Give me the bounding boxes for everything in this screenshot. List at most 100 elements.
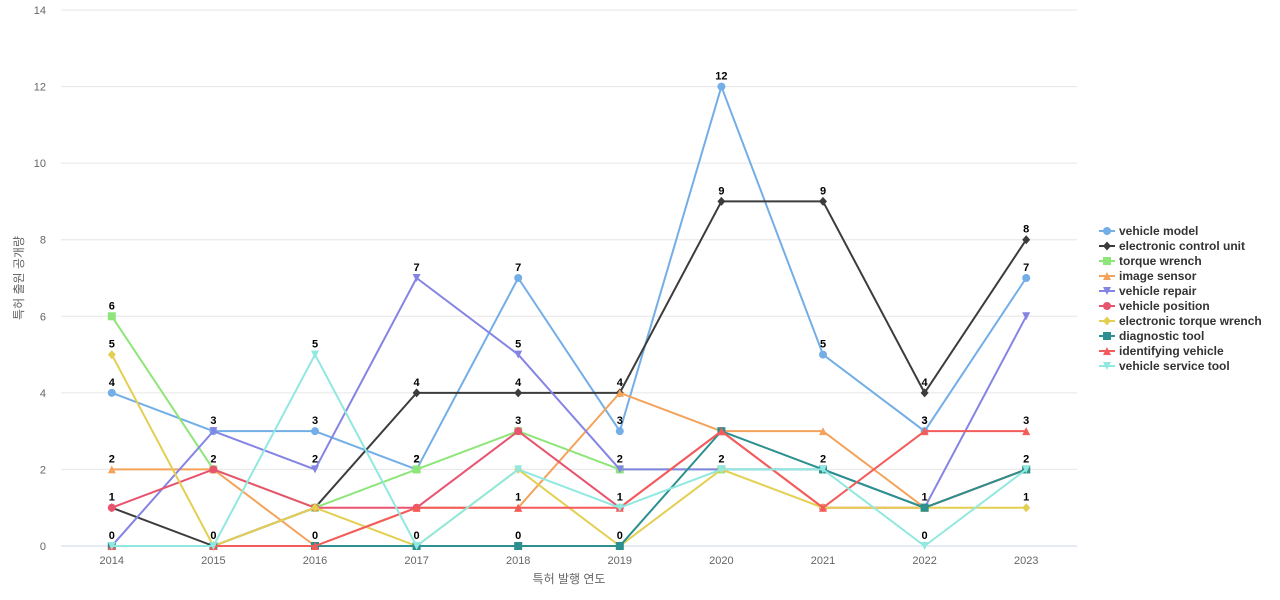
data-point[interactable] — [209, 542, 218, 550]
data-point[interactable] — [615, 542, 624, 550]
legend-label: vehicle position — [1119, 298, 1210, 313]
series-line-vehicle-repair[interactable] — [110, 277, 1028, 547]
legend: vehicle model electronic control unit torq… — [1098, 223, 1262, 373]
data-point[interactable] — [920, 542, 929, 550]
legend-marker[interactable] — [1103, 331, 1111, 340]
data-point[interactable] — [1022, 427, 1031, 436]
data-label: 0 — [312, 530, 318, 542]
legend-marker[interactable] — [1103, 256, 1111, 265]
legend-symbol-icon — [1099, 316, 1115, 325]
data-label: 3 — [312, 415, 318, 427]
data-point[interactable] — [514, 542, 523, 550]
data-point[interactable] — [1022, 503, 1031, 513]
data-point[interactable] — [107, 503, 116, 512]
data-label: 1 — [1023, 492, 1029, 504]
data-label: 2 — [414, 453, 420, 465]
data-point[interactable] — [311, 503, 319, 513]
data-point[interactable] — [311, 465, 319, 474]
x-tick-label: 2023 — [1014, 555, 1038, 567]
data-point[interactable] — [311, 427, 319, 436]
legend-item-torque-wrench[interactable]: torque wrench — [1098, 253, 1262, 268]
data-point[interactable] — [717, 82, 726, 91]
data-point[interactable] — [514, 427, 523, 436]
data-point[interactable] — [1022, 312, 1031, 321]
data-label: 9 — [718, 185, 724, 197]
data-point[interactable] — [412, 503, 421, 512]
data-point[interactable] — [920, 503, 929, 512]
data-point[interactable] — [514, 350, 523, 359]
x-tick-label: 2016 — [303, 555, 327, 567]
legend-marker[interactable] — [1103, 316, 1111, 325]
legend-item-vehicle-model[interactable]: vehicle model — [1098, 223, 1262, 238]
data-point[interactable] — [311, 350, 319, 359]
data-label: 0 — [109, 530, 115, 542]
legend-item-electronic-control-unit[interactable]: electronic control unit — [1098, 238, 1262, 253]
data-point[interactable] — [412, 388, 421, 398]
legend-marker[interactable] — [1103, 271, 1111, 280]
data-point[interactable] — [209, 427, 218, 436]
series-line-vehicle-service-tool[interactable] — [110, 353, 1028, 547]
data-point[interactable] — [615, 388, 624, 397]
data-point[interactable] — [514, 274, 523, 282]
legend-item-electronic-torque-wrench[interactable]: electronic torque wrench — [1098, 313, 1262, 328]
legend-item-vehicle-service-tool[interactable]: vehicle service tool — [1098, 358, 1262, 373]
data-point[interactable] — [717, 465, 726, 474]
data-point[interactable] — [412, 542, 421, 550]
legend-marker[interactable] — [1103, 226, 1111, 235]
data-label: 7 — [1023, 262, 1029, 274]
data-point[interactable] — [311, 542, 319, 550]
legend-marker[interactable] — [1103, 361, 1111, 370]
data-point[interactable] — [819, 196, 827, 206]
data-point[interactable] — [107, 465, 116, 474]
legend-item-vehicle-position[interactable]: vehicle position — [1098, 298, 1262, 313]
data-point[interactable] — [107, 542, 116, 550]
data-point[interactable] — [1022, 465, 1031, 474]
legend-label: identifying vehicle — [1119, 343, 1224, 358]
series-line-identifying-vehicle[interactable] — [110, 430, 1028, 547]
legend-marker[interactable] — [1103, 241, 1111, 250]
data-point[interactable] — [615, 503, 624, 512]
series-vehicle-service-tool — [107, 350, 1031, 550]
data-label: 0 — [617, 530, 623, 542]
data-point[interactable] — [819, 350, 827, 359]
data-point[interactable] — [514, 388, 523, 398]
data-point[interactable] — [107, 312, 116, 321]
data-point[interactable] — [107, 350, 116, 360]
legend-label: electronic torque wrench — [1119, 313, 1262, 328]
series-line-vehicle-model[interactable] — [110, 85, 1028, 471]
data-label: 3 — [515, 415, 521, 427]
legend-item-identifying-vehicle[interactable]: identifying vehicle — [1098, 343, 1262, 358]
series-vehicle-model — [107, 82, 1031, 474]
data-point[interactable] — [107, 388, 116, 397]
data-point[interactable] — [819, 465, 827, 474]
data-label: 2 — [718, 453, 724, 465]
legend-item-image-sensor[interactable]: image sensor — [1098, 268, 1262, 283]
data-point[interactable] — [514, 503, 523, 512]
legend-marker[interactable] — [1103, 346, 1111, 355]
data-point[interactable] — [1022, 274, 1031, 282]
data-point[interactable] — [717, 196, 726, 206]
data-point[interactable] — [1022, 235, 1031, 245]
data-point[interactable] — [819, 427, 827, 436]
data-point[interactable] — [209, 465, 218, 474]
data-label: 6 — [109, 300, 115, 312]
legend-marker[interactable] — [1103, 301, 1111, 310]
y-tick-label: 8 — [40, 235, 46, 247]
x-tick-label: 2022 — [912, 555, 936, 567]
data-point[interactable] — [514, 465, 523, 474]
data-point[interactable] — [819, 503, 827, 512]
legend-item-vehicle-repair[interactable]: vehicle repair — [1098, 283, 1262, 298]
data-point[interactable] — [412, 274, 421, 282]
legend-symbol-icon — [1099, 256, 1115, 265]
data-label: 5 — [312, 339, 318, 351]
data-point[interactable] — [615, 465, 624, 474]
data-point[interactable] — [920, 427, 929, 436]
legend-item-diagnostic-tool[interactable]: diagnostic tool — [1098, 328, 1262, 343]
data-point[interactable] — [412, 465, 421, 474]
y-tick-label: 12 — [34, 82, 46, 94]
data-point[interactable] — [717, 427, 726, 436]
data-label: 4 — [109, 377, 116, 389]
data-point[interactable] — [615, 427, 624, 436]
legend-marker[interactable] — [1103, 286, 1111, 295]
data-point[interactable] — [920, 388, 929, 398]
